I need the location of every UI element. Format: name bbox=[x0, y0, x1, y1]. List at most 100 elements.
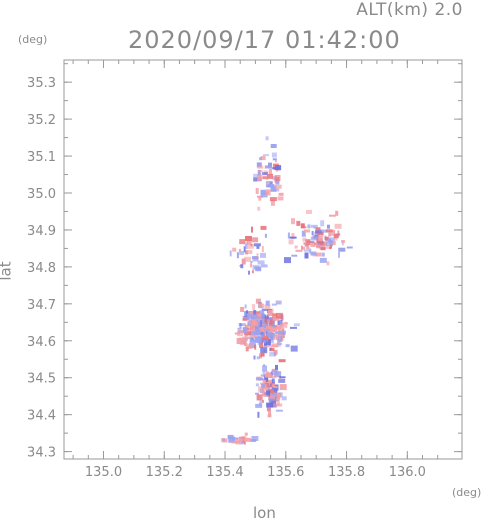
echo-pixel bbox=[253, 173, 260, 178]
echo-pixel bbox=[268, 389, 274, 394]
echo-pixel bbox=[250, 332, 255, 336]
echo-pixel bbox=[320, 247, 326, 251]
echo-pixel bbox=[229, 250, 232, 257]
echo-pixel bbox=[269, 347, 272, 351]
echo-pixel bbox=[258, 378, 265, 381]
echo-pixel bbox=[237, 327, 242, 330]
echo-pixel bbox=[243, 329, 250, 333]
echo-pixel bbox=[291, 254, 298, 257]
echo-pixel bbox=[253, 331, 258, 334]
echo-pixel bbox=[303, 249, 311, 252]
echo-pixel bbox=[250, 314, 258, 320]
echo-pixel bbox=[269, 181, 273, 185]
echo-pixel bbox=[284, 257, 291, 264]
echo-pixel bbox=[244, 337, 251, 340]
echo-pixel bbox=[274, 184, 282, 189]
echo-pixel bbox=[247, 243, 254, 249]
echo-pixel bbox=[251, 334, 258, 339]
echo-pixel bbox=[269, 169, 272, 175]
x-unit-label: (deg) bbox=[452, 486, 482, 499]
echo-pixel bbox=[279, 384, 287, 391]
echo-pixel bbox=[263, 375, 268, 382]
echo-pixel bbox=[273, 402, 277, 408]
echo-pixel bbox=[279, 320, 282, 324]
echo-pixel bbox=[278, 359, 286, 363]
echo-pixel bbox=[276, 400, 280, 406]
echo-pixel bbox=[311, 231, 314, 235]
echo-pixel bbox=[301, 230, 306, 237]
echo-pixel bbox=[246, 240, 252, 245]
echo-pixel bbox=[251, 337, 254, 340]
echo-pixel bbox=[257, 165, 264, 169]
echo-pixel bbox=[324, 244, 331, 249]
echo-pixel bbox=[256, 394, 263, 401]
echo-pixel bbox=[263, 328, 267, 331]
echo-pixel bbox=[276, 324, 284, 329]
echo-pixel bbox=[267, 173, 273, 179]
echo-pixel bbox=[279, 376, 286, 379]
echo-pixel bbox=[251, 226, 253, 233]
y-tick-label: 34.9 bbox=[27, 224, 56, 239]
x-tick-label: 135.6 bbox=[267, 465, 304, 480]
echo-pixel bbox=[263, 394, 269, 397]
echo-pixel bbox=[263, 170, 269, 174]
echo-pixel bbox=[257, 411, 260, 418]
echo-pixel bbox=[248, 270, 250, 275]
echo-pixel bbox=[322, 229, 329, 233]
echo-pixel bbox=[291, 218, 295, 225]
y-unit-label: (deg) bbox=[18, 33, 48, 46]
y-tick-label: 34.6 bbox=[27, 335, 56, 350]
echo-pixel bbox=[259, 398, 263, 404]
echo-pixel bbox=[272, 385, 278, 388]
echo-pixel bbox=[257, 206, 261, 211]
echo-pixel bbox=[274, 160, 277, 163]
y-tick-label: 35.3 bbox=[27, 76, 56, 91]
echo-pixel bbox=[273, 334, 281, 340]
echo-pixel bbox=[329, 229, 336, 236]
echo-pixel bbox=[244, 331, 252, 335]
echo-pixel bbox=[273, 188, 280, 192]
echo-pixel bbox=[268, 385, 272, 388]
echo-pixel bbox=[333, 234, 339, 239]
echo-pixel bbox=[247, 344, 253, 350]
echo-pixel bbox=[327, 224, 330, 229]
reflectivity-pixels bbox=[220, 136, 353, 445]
echo-pixel bbox=[261, 335, 268, 340]
echo-pixel bbox=[305, 239, 311, 246]
echo-pixel bbox=[301, 246, 306, 250]
echo-pixel bbox=[256, 162, 262, 168]
echo-pixel bbox=[304, 252, 309, 259]
echo-pixel bbox=[277, 302, 280, 305]
echo-pixel bbox=[260, 374, 263, 377]
echo-pixel bbox=[245, 346, 249, 352]
echo-pixel bbox=[288, 239, 294, 245]
echo-pixel bbox=[310, 241, 316, 247]
echo-pixel bbox=[267, 337, 275, 340]
echo-pixel bbox=[265, 165, 272, 169]
echo-pixel bbox=[259, 157, 262, 161]
timestamp-title: 2020/09/17 01:42:00 bbox=[128, 26, 401, 54]
echo-pixel bbox=[250, 263, 253, 268]
echo-pixel bbox=[273, 393, 281, 397]
echo-pixel bbox=[238, 323, 246, 327]
echo-pixel bbox=[246, 327, 250, 330]
echo-pixel bbox=[268, 411, 272, 418]
echo-pixel bbox=[306, 245, 310, 250]
echo-pixel bbox=[246, 313, 252, 316]
echo-pixel bbox=[258, 196, 262, 201]
echo-pixel bbox=[310, 251, 317, 256]
echo-pixel bbox=[329, 246, 332, 249]
plot-frame bbox=[63, 59, 463, 460]
echo-pixel bbox=[243, 327, 247, 334]
echo-pixel bbox=[263, 339, 271, 346]
echo-pixel bbox=[296, 220, 301, 226]
echo-pixel bbox=[265, 181, 270, 187]
echo-pixel bbox=[302, 237, 307, 242]
echo-pixel bbox=[244, 334, 249, 337]
echo-pixel bbox=[255, 321, 259, 327]
echo-pixel bbox=[291, 233, 295, 240]
echo-pixel bbox=[294, 245, 298, 249]
echo-pixel bbox=[317, 231, 324, 235]
echo-pixel bbox=[257, 170, 263, 173]
